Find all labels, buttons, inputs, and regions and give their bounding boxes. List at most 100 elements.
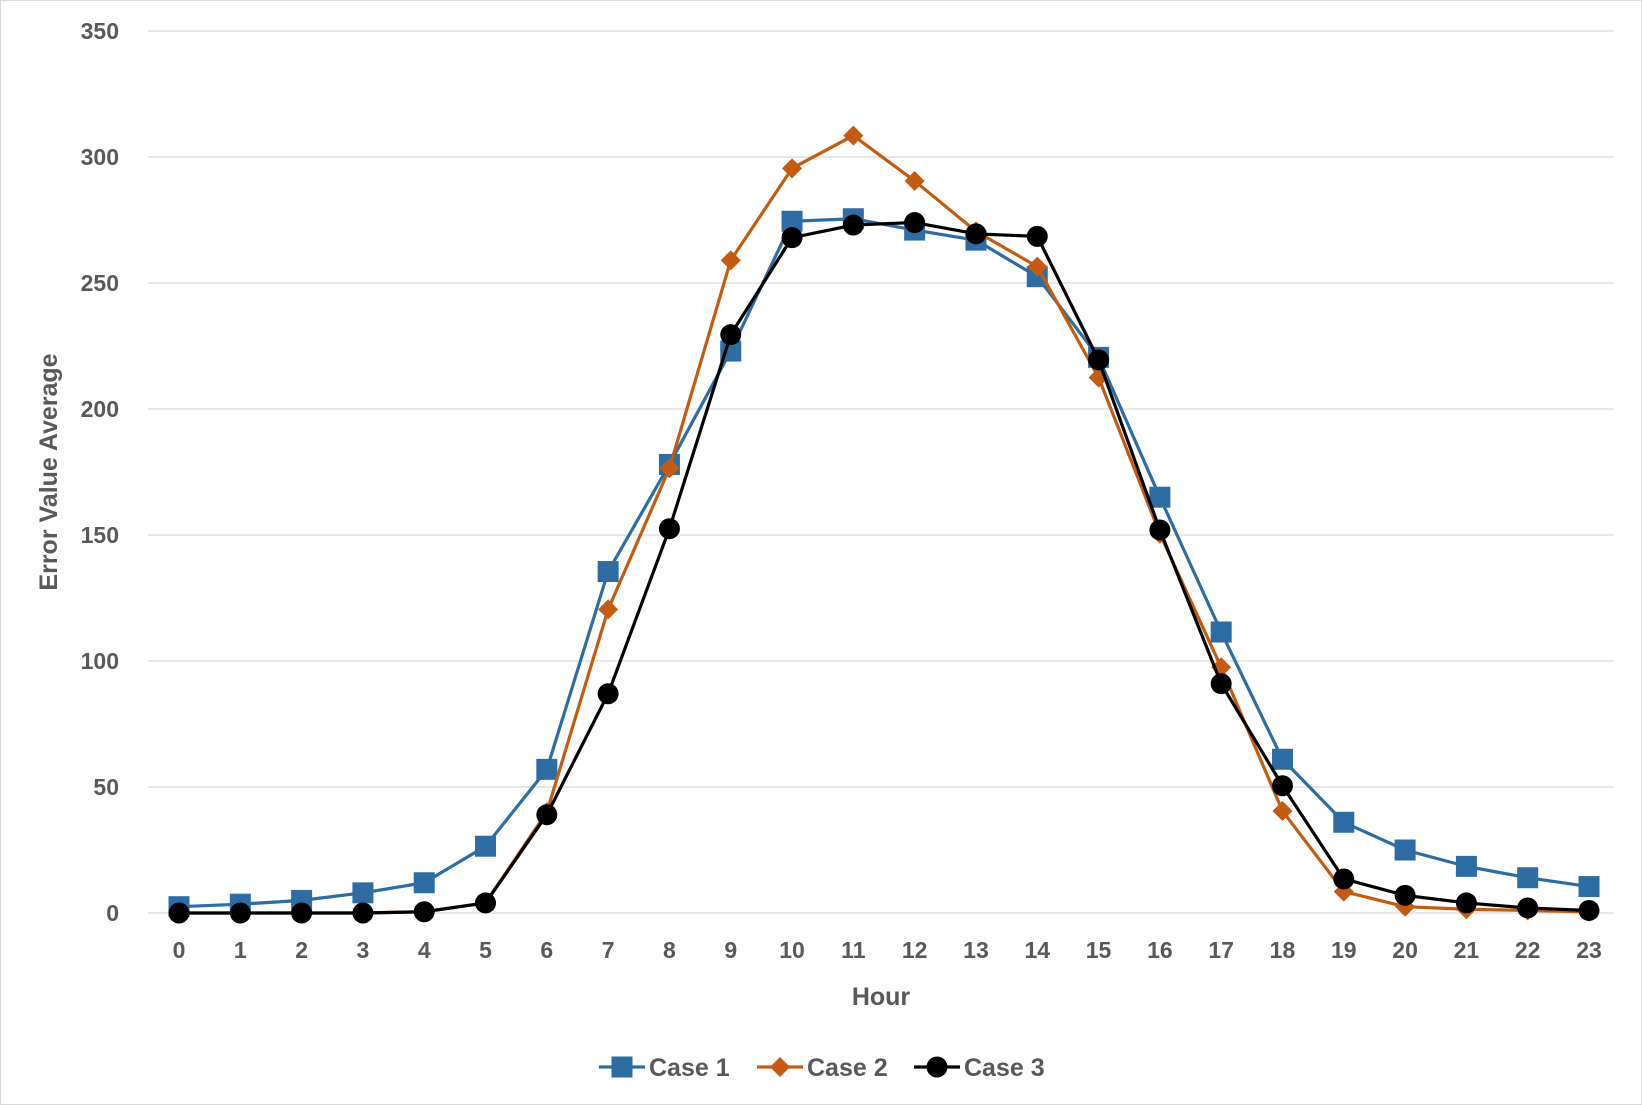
legend-item: Case 3 (914, 1054, 1045, 1082)
x-tick-label: 19 (1331, 937, 1357, 963)
x-axis-title: Hour (852, 983, 911, 1011)
y-tick-label: 250 (81, 270, 119, 296)
data-point (168, 902, 190, 924)
data-point (1027, 256, 1048, 277)
x-tick-label: 5 (479, 937, 492, 963)
data-point (1455, 855, 1477, 877)
legend-item: Case 2 (757, 1054, 888, 1082)
data-point (720, 250, 741, 271)
legend-label: Case 1 (649, 1054, 730, 1082)
data-point (1578, 876, 1600, 898)
data-point (352, 902, 374, 924)
data-point (1210, 673, 1232, 695)
data-point (475, 835, 497, 857)
data-point (1578, 899, 1600, 921)
x-tick-label: 6 (540, 937, 553, 963)
x-tick-label: 20 (1392, 937, 1418, 963)
x-tick-label: 9 (724, 937, 737, 963)
legend-item: Case 1 (599, 1054, 730, 1082)
data-point (413, 872, 435, 894)
data-point (659, 458, 680, 479)
x-tick-label: 17 (1208, 937, 1234, 963)
y-tick-label: 350 (81, 18, 119, 44)
x-axis-tick-labels: 0 1 2 3 4 5 6 7 8 9 10 11 12 13 14 15 16 17 18 19 20 21 22 23 (173, 937, 1602, 963)
x-tick-label: 16 (1147, 937, 1173, 963)
data-point (1517, 897, 1539, 919)
data-point (352, 882, 374, 904)
data-point (597, 561, 619, 583)
x-tick-label: 7 (602, 937, 615, 963)
data-point (904, 170, 925, 191)
legend: Case 1 Case 2 Case 3 (599, 1054, 1045, 1082)
y-tick-label: 0 (106, 900, 119, 926)
legend-label: Case 2 (807, 1054, 888, 1082)
data-point (1394, 884, 1416, 906)
x-tick-label: 0 (173, 937, 186, 963)
y-tick-label: 50 (93, 774, 119, 800)
data-point (842, 214, 864, 236)
x-tick-label: 4 (418, 937, 431, 963)
x-tick-label: 12 (902, 937, 928, 963)
series-line (178, 217, 1590, 909)
data-point (1026, 266, 1048, 288)
data-point (1394, 839, 1416, 861)
x-tick-label: 2 (295, 937, 308, 963)
data-point (1088, 349, 1110, 371)
data-series (168, 125, 1600, 924)
data-point (658, 518, 680, 540)
data-point (597, 683, 619, 705)
series-line (179, 220, 1590, 915)
data-point (781, 227, 803, 249)
x-tick-label: 3 (357, 937, 370, 963)
series-3 (168, 212, 1600, 924)
data-point (536, 758, 558, 780)
data-point (1271, 775, 1293, 797)
legend-marker (611, 1056, 633, 1078)
data-point (1271, 748, 1293, 770)
data-point (904, 212, 926, 234)
data-point (475, 892, 497, 914)
data-point (1455, 892, 1477, 914)
legend-label: Case 3 (964, 1054, 1045, 1082)
x-tick-label: 22 (1515, 937, 1541, 963)
x-tick-label: 18 (1270, 937, 1296, 963)
data-point (782, 158, 803, 179)
x-tick-label: 23 (1576, 937, 1602, 963)
x-tick-label: 13 (963, 937, 989, 963)
data-point (843, 125, 864, 146)
y-tick-label: 200 (81, 396, 119, 422)
y-tick-label: 300 (81, 144, 119, 170)
data-point (1149, 486, 1171, 508)
y-tick-label: 150 (81, 522, 119, 548)
data-point (1333, 868, 1355, 890)
x-tick-label: 1 (234, 937, 247, 963)
x-tick-label: 14 (1024, 937, 1050, 963)
data-point (598, 599, 619, 620)
x-tick-label: 8 (663, 937, 676, 963)
data-point (1149, 519, 1171, 541)
data-point (781, 210, 803, 232)
y-tick-label: 100 (81, 648, 119, 674)
x-tick-label: 15 (1086, 937, 1112, 963)
data-point (1272, 800, 1293, 821)
data-point (1333, 811, 1355, 833)
gridlines (148, 30, 1614, 914)
series-line (179, 133, 1590, 915)
legend-marker (770, 1057, 790, 1077)
data-point (291, 902, 313, 924)
x-tick-label: 11 (841, 937, 866, 963)
data-point (1517, 867, 1539, 889)
x-tick-label: 21 (1454, 937, 1480, 963)
series-1 (168, 208, 1600, 918)
data-point (536, 804, 558, 826)
legend-marker (926, 1056, 948, 1078)
series-2 (169, 125, 1599, 923)
y-axis-title: Error Value Average (35, 353, 63, 590)
data-point (965, 223, 987, 245)
data-point (229, 902, 251, 924)
data-point (413, 901, 435, 923)
data-point (720, 324, 742, 346)
data-point (1026, 225, 1048, 247)
